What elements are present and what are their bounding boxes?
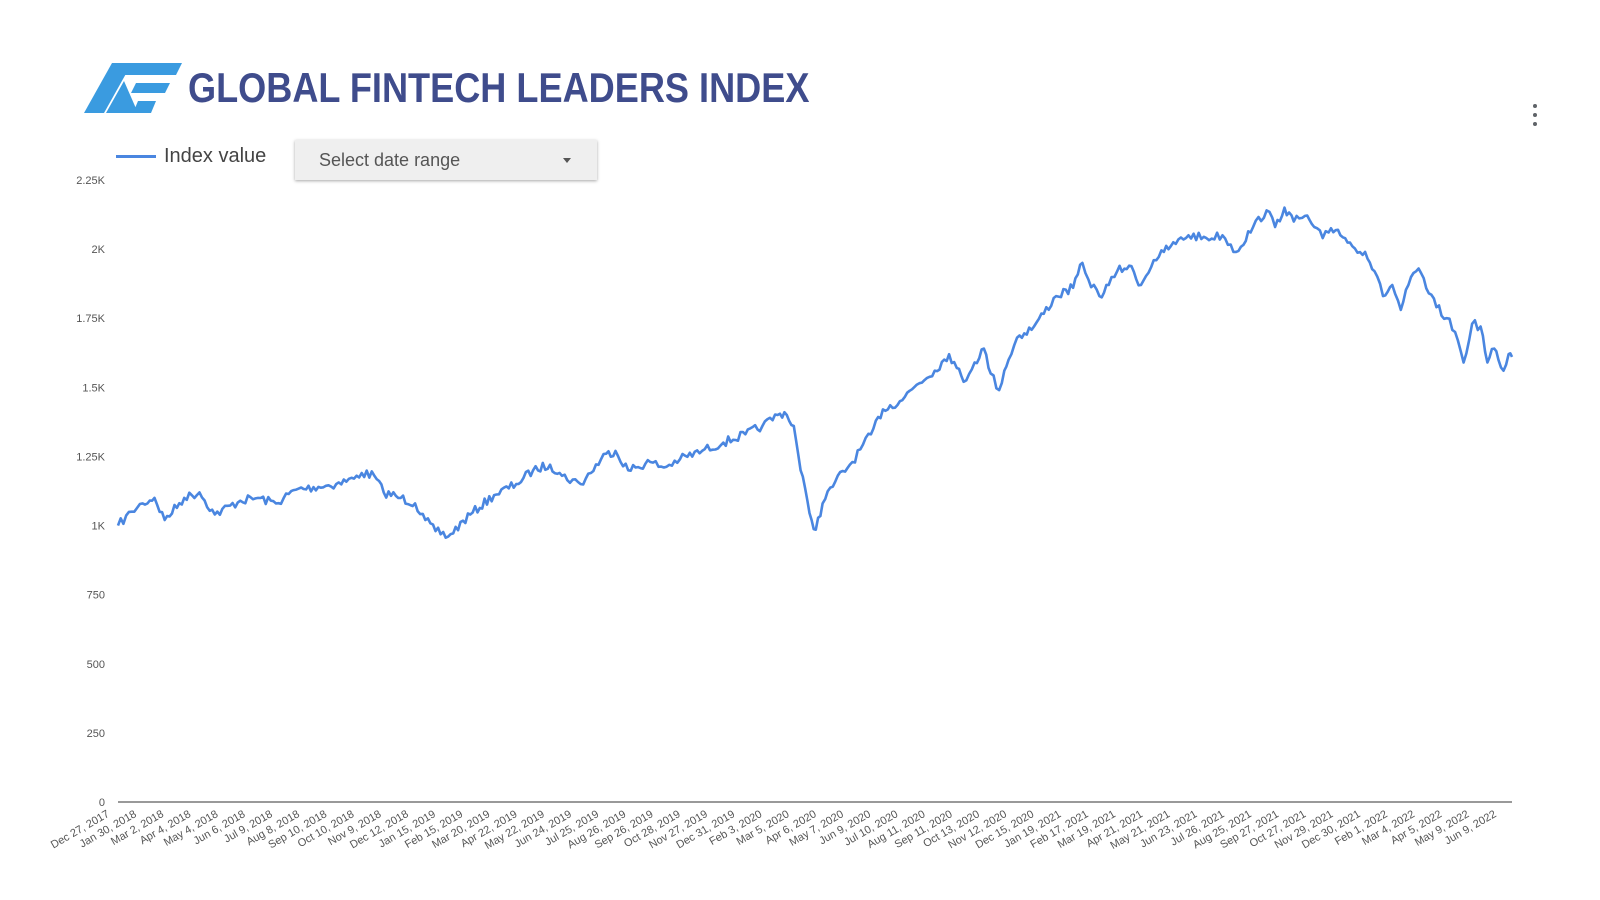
y-tick-label: 1.5K [82,382,105,394]
y-axis: 0 250 500 750 1K 1.25K 1.5K 1.75K 2K 2.25K [76,175,105,809]
y-tick-label: 1K [92,521,106,533]
y-tick-label: 2.25K [76,175,105,187]
date-range-label: Select date range [319,149,461,170]
chart-legend: Index value [116,145,266,168]
chevron-down-icon [563,157,571,163]
af-logo-icon [84,63,182,113]
y-tick-label: 250 [87,728,105,740]
legend-swatch [116,155,156,158]
page-title: GLOBAL FINTECH LEADERS INDEX [188,64,810,111]
more-vertical-icon[interactable] [1530,104,1540,126]
y-tick-label: 2K [92,244,106,256]
date-range-dropdown[interactable]: Select date range [295,140,597,180]
y-tick-label: 1.25K [76,451,105,463]
y-tick-label: 0 [99,797,105,809]
menu-dot [1533,122,1537,126]
series-layer [116,206,1514,540]
header: GLOBAL FINTECH LEADERS INDEX [84,60,911,116]
menu-dot [1533,113,1537,117]
legend-label: Index value [164,145,267,167]
y-tick-label: 750 [87,590,105,602]
menu-dot [1533,104,1537,108]
series-line-index-value [116,206,1514,540]
y-tick-label: 500 [87,659,105,671]
y-tick-label: 1.75K [76,313,105,325]
